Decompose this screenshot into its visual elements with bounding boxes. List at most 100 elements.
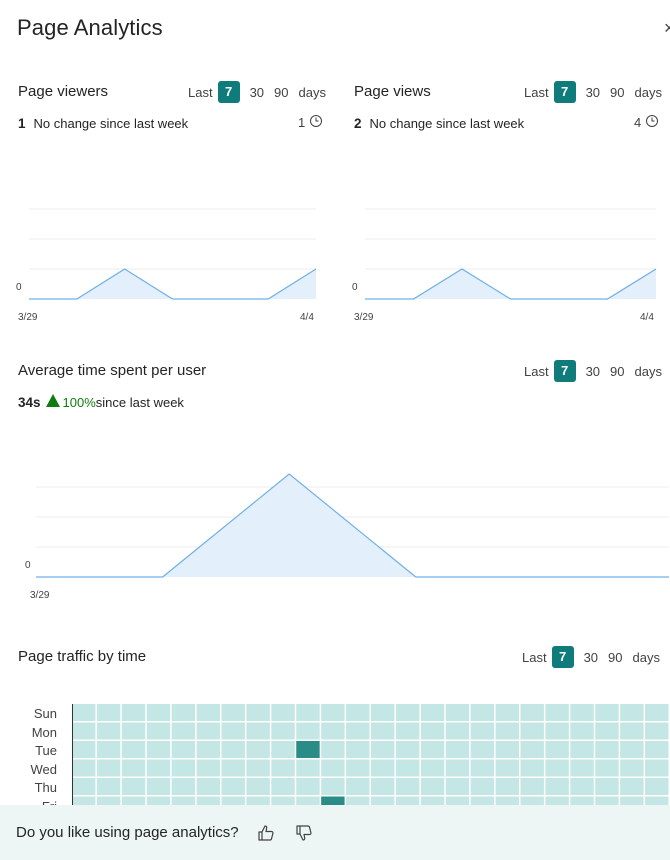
- heatmap-cell: [171, 741, 196, 758]
- traffic-range-selector: Last 7 30 90 days: [522, 646, 660, 668]
- heatmap-cell: [520, 722, 544, 740]
- x-tick-label: 3/29: [30, 590, 50, 601]
- heatmap-cell: [171, 704, 196, 721]
- range-7-button[interactable]: 7: [553, 81, 576, 103]
- heatmap-cell: [445, 759, 470, 777]
- heatmap-cell: [495, 778, 519, 795]
- range-7-button[interactable]: 7: [551, 646, 574, 668]
- heatmap-cell: [271, 722, 295, 740]
- heatmap-cell: [96, 704, 121, 721]
- heatmap-cell: [246, 704, 270, 721]
- heatmap-cell: [395, 741, 420, 758]
- heatmap-cell: [146, 722, 171, 740]
- heatmap-cell: [420, 759, 445, 777]
- range-30-button[interactable]: 30: [249, 84, 265, 100]
- heatmap-cell: [570, 741, 594, 758]
- thumbs-down-button[interactable]: [293, 822, 315, 844]
- heatmap-cell: [96, 741, 121, 758]
- heatmap-cell: [495, 722, 519, 740]
- heatmap-cell: [271, 759, 295, 777]
- range-90-button[interactable]: 90: [608, 649, 623, 665]
- heatmap-cell: [196, 704, 220, 721]
- views-right-metric: 4: [634, 114, 659, 131]
- heatmap-cell: [96, 778, 121, 795]
- range-7-button[interactable]: 7: [217, 81, 240, 103]
- heatmap-cell: [395, 722, 420, 740]
- range-last-label: Last: [522, 649, 547, 665]
- x-tick-label: 4/4: [640, 312, 654, 323]
- avg-time-title: Average time spent per user: [18, 362, 207, 379]
- heatmap-cell: [321, 741, 345, 758]
- heatmap-cell: [96, 722, 121, 740]
- feedback-bar: Do you like using page analytics?: [0, 805, 670, 860]
- heatmap-cell: [146, 759, 171, 777]
- range-90-button[interactable]: 90: [610, 363, 625, 379]
- heatmap-cell: [271, 741, 295, 758]
- heatmap-cell: [296, 759, 320, 777]
- views-right-value: 4: [634, 115, 642, 130]
- heatmap-cell: [121, 778, 146, 795]
- heatmap-cell: [121, 741, 146, 758]
- heatmap-cell: [72, 741, 96, 758]
- range-90-button[interactable]: 90: [610, 84, 625, 100]
- heatmap-cell: [171, 722, 196, 740]
- heatmap-cell: [321, 759, 345, 777]
- heatmap-cell: [570, 759, 594, 777]
- heatmap-cell: [395, 759, 420, 777]
- heatmap-cell: [271, 704, 295, 721]
- heatmap-cell: [196, 778, 220, 795]
- feedback-question: Do you like using page analytics?: [16, 824, 239, 841]
- heatmap-cell: [395, 704, 420, 721]
- heatmap-cell: [246, 778, 270, 795]
- heatmap-cell: [570, 722, 594, 740]
- heatmap-cell: [445, 778, 470, 795]
- viewers-range-selector: Last 7 30 90 days: [188, 81, 326, 103]
- viewers-value: 1: [18, 116, 26, 131]
- heatmap-cell: [121, 759, 146, 777]
- heatmap-cell: [645, 704, 669, 721]
- heatmap-day-label: Tue: [35, 743, 57, 758]
- heatmap-cell: [196, 741, 220, 758]
- series-line: [29, 268, 317, 300]
- heatmap-day-label: Thu: [34, 780, 57, 795]
- heatmap-cell: [171, 778, 196, 795]
- range-last-label: Last: [188, 84, 213, 100]
- viewers-change-text: No change since last week: [33, 116, 189, 131]
- viewers-right-value: 1: [298, 115, 306, 130]
- avg-time-chart: 0 3/29: [25, 473, 670, 601]
- heatmap-cell: [620, 778, 644, 795]
- heatmap-cell: [570, 778, 594, 795]
- heatmap-cell: [346, 759, 370, 777]
- heatmap-cell: [371, 722, 395, 740]
- range-90-button[interactable]: 90: [274, 84, 289, 100]
- heatmap-cell: [595, 722, 619, 740]
- page-title: Page Analytics: [17, 15, 163, 40]
- heatmap-cell: [470, 778, 495, 795]
- heatmap-cell: [545, 778, 569, 795]
- heatmap-cell: [371, 778, 395, 795]
- series-line: [365, 268, 657, 300]
- thumbs-down-icon: [296, 824, 312, 841]
- range-30-button[interactable]: 30: [585, 363, 601, 379]
- heatmap-cell: [645, 759, 669, 777]
- heatmap-cell: [595, 778, 619, 795]
- heatmap-cell: [495, 759, 519, 777]
- heatmap-cell: [246, 759, 270, 777]
- heatmap-cell: [246, 741, 270, 758]
- range-30-button[interactable]: 30: [585, 84, 601, 100]
- thumbs-up-icon: [258, 824, 274, 841]
- heatmap-cell: [445, 741, 470, 758]
- range-30-button[interactable]: 30: [583, 649, 599, 665]
- heatmap-cell: [146, 704, 171, 721]
- x-tick-label: 4/4: [300, 312, 314, 323]
- thumbs-up-button[interactable]: [255, 822, 277, 844]
- heatmap-cell: [371, 704, 395, 721]
- range-7-button[interactable]: 7: [553, 360, 576, 382]
- close-button[interactable]: ×: [664, 18, 670, 38]
- traffic-title: Page traffic by time: [18, 648, 147, 665]
- heatmap-cell: [72, 704, 96, 721]
- heatmap-cell: [395, 778, 420, 795]
- heatmap-cell: [72, 778, 96, 795]
- heatmap-cell: [545, 722, 569, 740]
- heatmap-cell: [520, 741, 544, 758]
